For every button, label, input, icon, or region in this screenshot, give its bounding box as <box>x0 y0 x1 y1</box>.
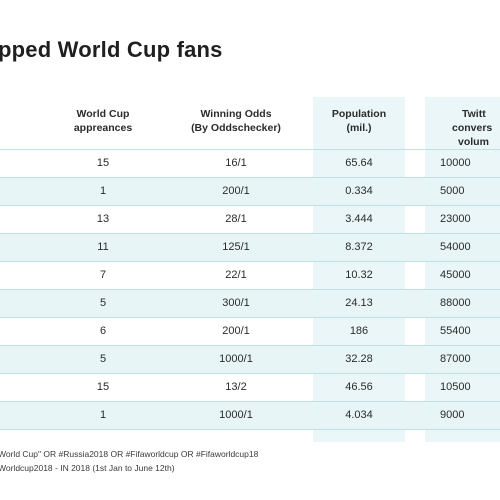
table-cell-appearances: 6 <box>99 325 107 337</box>
row-divider <box>0 401 500 402</box>
header-odds-line2: (By Oddschecker) <box>191 122 281 134</box>
header-twitter-line1: Twitt <box>462 108 486 120</box>
table-cell-odds: 1000/1 <box>219 409 253 421</box>
table-cell-odds: 28/1 <box>225 213 247 225</box>
table-cell-population: 0.334 <box>345 185 373 197</box>
table-cell-twitter: 9000 <box>440 409 465 421</box>
header-appearances-line2: appreances <box>73 122 133 134</box>
row-divider <box>0 289 500 290</box>
row-divider <box>0 177 500 178</box>
header-population-line2: (mil.) <box>346 122 372 134</box>
table-cell-twitter: 87000 <box>440 353 471 365</box>
header-appearances: World Cup appreances <box>58 107 148 135</box>
table-cell-appearances: 13 <box>96 213 110 225</box>
row-divider <box>0 205 500 206</box>
row-band <box>0 289 500 317</box>
table-cell-population: 186 <box>349 325 369 337</box>
row-divider <box>0 233 500 234</box>
table-cell-odds: 1000/1 <box>219 353 253 365</box>
table-cell-twitter: 54000 <box>440 241 471 253</box>
table-cell-population: 65.64 <box>345 157 373 169</box>
table-cell-twitter: 10500 <box>440 381 471 393</box>
header-odds: Winning Odds (By Oddschecker) <box>176 107 296 135</box>
row-divider <box>0 429 500 430</box>
table-cell-appearances: 15 <box>96 157 110 169</box>
table-cell-population: 8.372 <box>345 241 373 253</box>
table-cell-odds: 16/1 <box>225 157 247 169</box>
footnote-2: Worldcup2018 - IN 2018 (1st Jan to June … <box>0 463 175 473</box>
table-cell-odds: 125/1 <box>222 241 250 253</box>
table-cell-population: 4.034 <box>345 409 373 421</box>
table-cell-twitter: 88000 <box>440 297 471 309</box>
footnote-1: World Cup" OR #Russia2018 OR #Fifaworldc… <box>0 449 259 459</box>
table-cell-appearances: 15 <box>96 381 110 393</box>
table-cell-twitter: 55400 <box>440 325 471 337</box>
table-cell-odds: 200/1 <box>222 185 250 197</box>
table-cell-population: 10.32 <box>345 269 373 281</box>
header-twitter-line2: convers <box>452 122 493 134</box>
table-cell-odds: 300/1 <box>222 297 250 309</box>
row-divider <box>0 373 500 374</box>
table-cell-population: 24.13 <box>345 297 373 309</box>
table-cell-appearances: 1 <box>99 185 107 197</box>
table-cell-twitter: 10000 <box>440 157 471 169</box>
row-divider <box>0 345 500 346</box>
table-cell-odds: 13/2 <box>225 381 247 393</box>
row-divider <box>0 261 500 262</box>
table-cell-appearances: 5 <box>99 297 107 309</box>
twitter-column-bg <box>425 97 500 442</box>
table-cell-population: 46.56 <box>345 381 373 393</box>
row-band <box>0 401 500 429</box>
table-cell-appearances: 5 <box>99 353 107 365</box>
header-twitter-line3: volum <box>458 136 489 148</box>
row-band <box>0 177 500 205</box>
table-cell-appearances: 11 <box>97 241 109 253</box>
header-population-line1: Population <box>331 108 387 120</box>
header-appearances-line1: World Cup <box>76 108 130 120</box>
table-cell-twitter: 23000 <box>440 213 471 225</box>
header-divider <box>0 149 500 150</box>
table-cell-population: 32.28 <box>345 353 373 365</box>
table-cell-odds: 200/1 <box>222 325 250 337</box>
table-cell-appearances: 1 <box>99 409 107 421</box>
population-column-bg <box>313 97 405 442</box>
header-twitter: Twitt convers volum <box>452 107 500 149</box>
header-odds-line1: Winning Odds <box>200 108 272 120</box>
table-cell-twitter: 45000 <box>440 269 471 281</box>
table-cell-appearances: 7 <box>99 269 107 281</box>
table-cell-odds: 22/1 <box>225 269 247 281</box>
page-title: pped World Cup fans <box>0 37 223 62</box>
row-band <box>0 345 500 373</box>
row-divider <box>0 317 500 318</box>
table-cell-population: 3.444 <box>345 213 373 225</box>
row-band <box>0 233 500 261</box>
table-cell-twitter: 5000 <box>440 185 465 197</box>
data-table: World Cup appreances Winning Odds (By Od… <box>0 97 500 442</box>
header-population: Population (mil.) <box>313 107 405 135</box>
